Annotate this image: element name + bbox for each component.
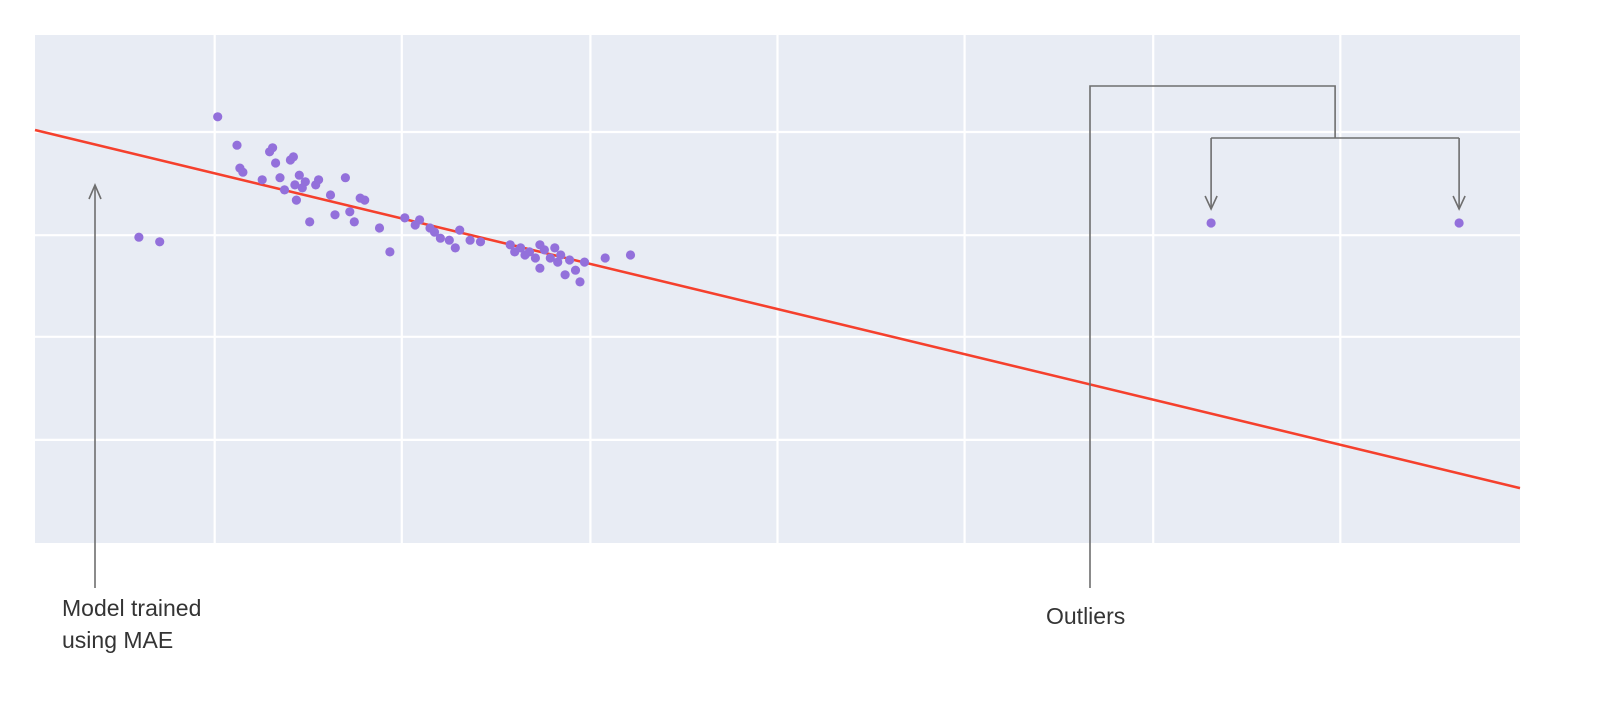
scatter-point [268,143,278,153]
scatter-point [535,263,545,273]
scatter-point [524,247,535,257]
outlier-arrowhead-icon [1204,195,1218,211]
annotation-mae-label: Model trained using MAE [62,595,202,653]
scatter-point [415,215,425,225]
scatter-point [385,247,395,257]
scatter-point [288,152,298,162]
scatter-point [360,195,370,205]
scatter-point [625,250,636,260]
scatter-point [400,213,410,223]
scatter-point [213,112,223,122]
scatter-point [290,180,300,190]
scatter-point [345,207,355,217]
scatter-point [450,243,460,253]
scatter-point [570,265,581,275]
scatter-point [553,257,563,267]
scatter-point [374,223,385,233]
scatter-point [340,173,350,183]
scatter-point [325,190,336,200]
scatter-point [305,217,315,227]
scatter-point [238,167,248,177]
scatter-point [300,177,310,187]
scatter-point [556,250,566,260]
scatter-point [294,170,304,180]
mae-arrowhead-icon [88,182,102,200]
scatter-point [516,243,526,253]
scatter-point [429,227,440,237]
scatter-point [155,237,165,247]
annotation-outliers-label: Outliers [1046,603,1126,629]
outlier-point [1206,218,1216,228]
scatter-point [349,217,359,227]
scatter-point [232,140,242,150]
scatter-point [530,253,541,263]
scatter-point [600,253,610,263]
scatter-point [575,277,585,287]
scatter-point [435,233,445,243]
scatter-point [444,235,454,245]
scatter-point [545,253,555,263]
scatter-point [279,185,290,195]
scatter-point [505,240,515,250]
scatter-point [455,225,465,235]
scatter-point [291,195,301,205]
scatter-point [475,237,486,247]
scatter-point [565,255,575,265]
scatter-point [539,245,550,255]
scatter-point [560,270,570,280]
scatter-point [134,232,144,242]
outliers-connector-line [1089,85,1336,588]
scatter-point [271,158,281,168]
scatter-point [330,210,340,220]
scatter-point [465,235,475,245]
scatter-point [275,173,285,183]
scatter-point [579,257,590,267]
outlier-point [1454,218,1464,228]
outlier-arrowhead-icon [1452,195,1466,211]
scatter-point [257,175,267,185]
scatter-point [314,175,324,185]
scatter-point [550,243,560,253]
